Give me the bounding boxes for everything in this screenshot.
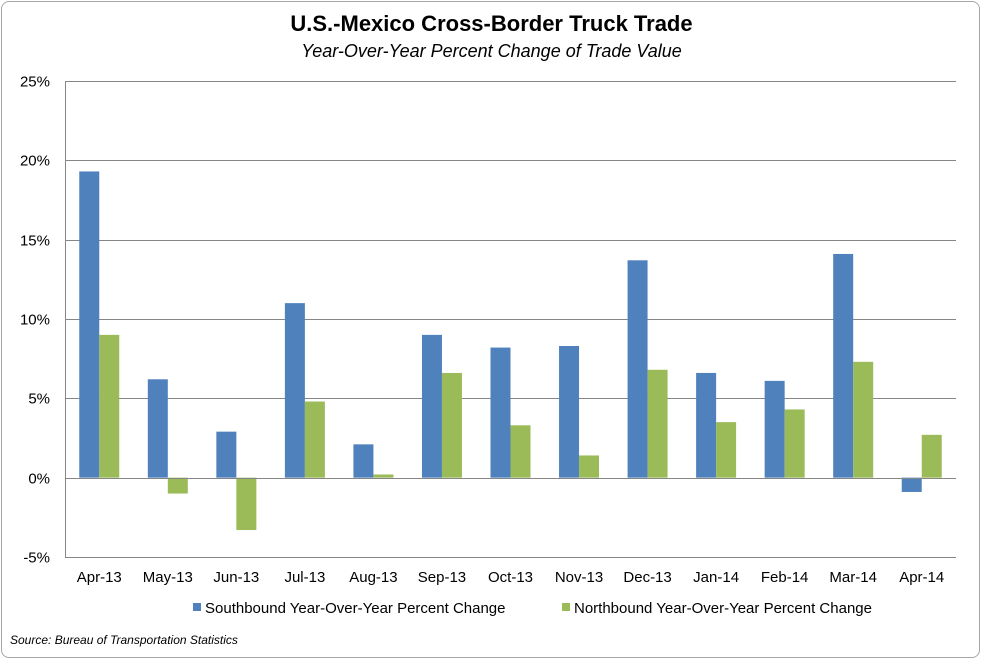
bar-northbound [647,369,668,478]
bar-northbound [167,477,188,494]
y-axis: -5% 0% 5% 10% 15% 20% 25% [20,74,66,567]
bar-northbound [236,477,257,531]
bar-northbound [510,425,531,478]
bar-northbound [716,422,737,478]
x-axis: Apr-13 May-13 Jun-13 Jul-13 Aug-13 Sep-13 Oct-… [65,478,956,586]
y-tick-label: 0% [28,471,50,488]
bar-southbound [559,345,580,478]
x-tick-label: Apr-14 [899,569,944,586]
bar-northbound [373,474,394,478]
bar-northbound [921,434,942,478]
chart-subtitle: Year-Over-Year Percent Change of Trade V… [301,41,682,61]
y-tick-label: 25% [20,74,50,91]
bar-southbound [284,303,305,478]
legend-swatch [562,603,570,611]
bar-southbound [216,431,237,478]
y-tick-label: 10% [20,312,50,329]
x-tick-label: Sep-13 [418,569,466,586]
x-tick-label: Jul-13 [284,569,325,586]
bar-northbound [99,334,120,478]
x-tick-label: Jun-13 [213,569,259,586]
source-note: Source: Bureau of Transportation Statist… [10,633,238,647]
legend-label: Northbound Year-Over-Year Percent Change [574,600,872,617]
legend-swatch [193,603,201,611]
bar-northbound [441,372,462,478]
bar-southbound [764,380,785,478]
bar-southbound [627,260,648,478]
chart-title: U.S.-Mexico Cross-Border Truck Trade [290,11,693,36]
bar-northbound [853,361,874,478]
legend: Southbound Year-Over-Year Percent Change… [193,600,872,617]
bar-northbound [579,455,600,478]
bar-northbound [784,409,805,478]
x-tick-label: Oct-13 [488,569,533,586]
x-tick-label: Dec-13 [623,569,671,586]
x-tick-label: Feb-14 [761,569,809,586]
y-tick-label: 5% [28,391,50,408]
bar-northbound [304,401,325,478]
gridlines [65,81,956,558]
legend-label: Southbound Year-Over-Year Percent Change [205,600,506,617]
x-tick-label: Aug-13 [349,569,397,586]
x-tick-label: Jan-14 [693,569,739,586]
y-tick-label: 15% [20,233,50,250]
y-tick-label: 20% [20,153,50,170]
x-tick-label: Nov-13 [555,569,603,586]
bar-southbound [79,171,100,478]
bar-southbound [147,379,168,478]
bars [79,171,942,531]
bar-southbound [421,334,442,478]
bar-southbound [490,347,511,478]
y-tick-label: -5% [23,550,50,567]
bar-southbound [696,372,717,478]
x-tick-label: May-13 [143,569,193,586]
x-tick-label: Apr-13 [77,569,122,586]
bar-southbound [833,253,854,478]
bar-southbound [353,444,374,478]
x-tick-label: Mar-14 [829,569,877,586]
bar-southbound [901,477,922,492]
